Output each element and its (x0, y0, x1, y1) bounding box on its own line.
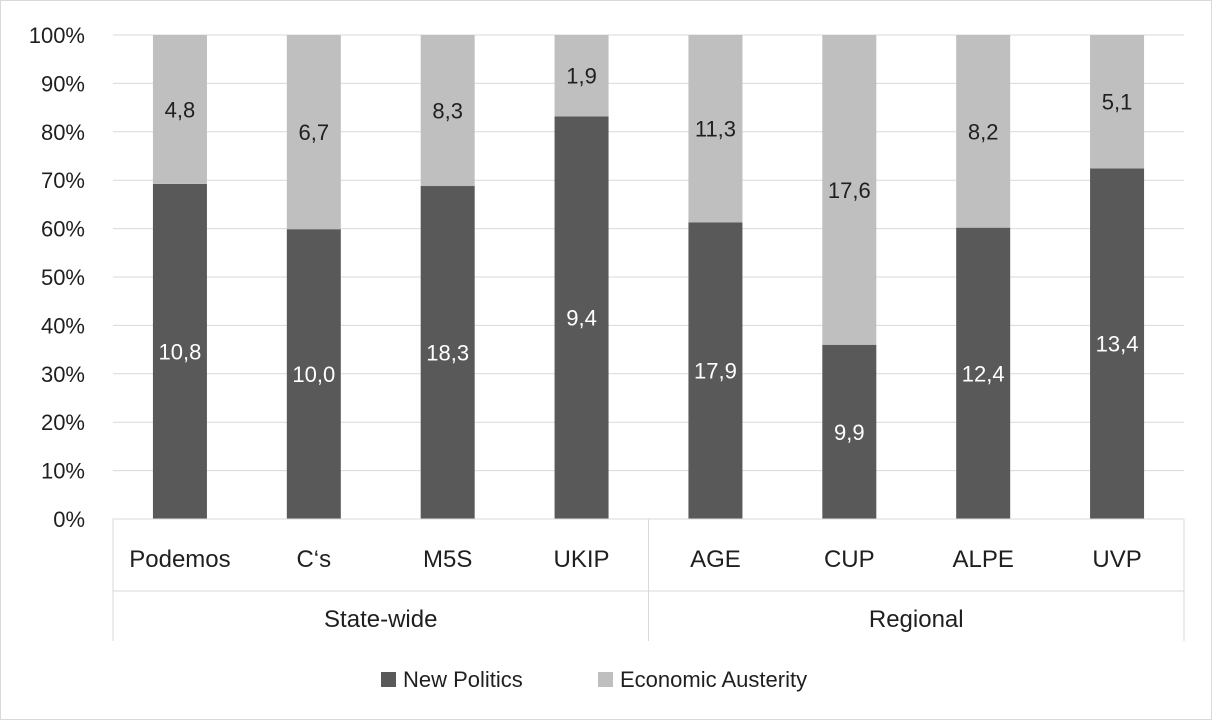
bar-economic-austerity (956, 35, 1011, 228)
data-label-economic-austerity: 8,2 (968, 119, 999, 144)
data-label-new-politics: 10,8 (159, 339, 202, 364)
bar-new-politics (688, 222, 743, 519)
y-axis-ticks: 0% 10% 20% 30% 40% 50% 60% 70% 80% 90% 100% (29, 23, 85, 532)
bar-new-politics (822, 344, 877, 519)
bar-new-politics (956, 227, 1011, 519)
data-label-new-politics: 18,3 (426, 341, 469, 366)
y-tick-label: 70% (41, 168, 85, 193)
y-tick-label: 80% (41, 120, 85, 145)
y-tick-label: 50% (41, 265, 85, 290)
category-axis: Podemos C‘s M5S UKIP AGE CUP ALPE UVP State-wide… (112, 518, 1185, 641)
y-tick-label: 10% (41, 459, 85, 484)
bar-economic-austerity (554, 35, 609, 117)
data-label-economic-austerity: 11,3 (695, 117, 736, 142)
bar-new-politics (420, 186, 475, 519)
category-label: C‘s (296, 546, 331, 573)
bar-new-politics (152, 183, 207, 519)
bar-economic-austerity (688, 35, 743, 223)
legend-swatch (381, 672, 396, 687)
category-label: M5S (423, 546, 472, 573)
group-label: State-wide (324, 606, 437, 633)
gridlines (113, 34, 1184, 520)
data-label-economic-austerity: 4,8 (165, 97, 196, 122)
bar-economic-austerity (420, 35, 475, 187)
bar-new-politics (1090, 168, 1145, 519)
bar-new-politics (286, 229, 341, 520)
y-tick-label: 60% (41, 217, 85, 242)
category-label: UVP (1092, 546, 1141, 573)
legend-item-economic-austerity: Economic Austerity (620, 667, 807, 692)
data-label-new-politics: 9,9 (834, 420, 865, 445)
bar-economic-austerity (822, 35, 877, 345)
y-tick-label: 30% (41, 362, 85, 387)
y-tick-label: 100% (29, 23, 85, 48)
data-label-economic-austerity: 17,6 (828, 178, 871, 203)
category-label: ALPE (953, 546, 1014, 573)
data-label-economic-austerity: 6,7 (299, 120, 330, 145)
data-label-new-politics: 9,4 (566, 306, 597, 331)
y-tick-label: 20% (41, 410, 85, 435)
bar-economic-austerity (1090, 35, 1145, 169)
y-tick-label: 90% (41, 71, 85, 96)
y-tick-label: 40% (41, 313, 85, 338)
data-label-new-politics: 10,0 (292, 362, 335, 387)
bar-economic-austerity (152, 35, 207, 184)
data-label-new-politics: 17,9 (694, 359, 737, 384)
category-label: CUP (824, 546, 875, 573)
data-labels: 10,8 4,8 10,0 6,7 18,3 8,3 9,4 1,9 17,9 11,3 9,9 17… (159, 64, 1139, 445)
data-label-new-politics: 13,4 (1096, 332, 1139, 357)
bar-new-politics (554, 116, 609, 520)
bars (152, 35, 1145, 520)
legend-swatch (598, 672, 613, 687)
data-label-economic-austerity: 8,3 (432, 99, 463, 124)
y-tick-label: 0% (53, 507, 85, 532)
category-label: UKIP (554, 546, 610, 573)
category-label: AGE (690, 546, 741, 573)
group-label: Regional (869, 606, 964, 633)
legend: New Politics Economic Austerity (381, 667, 807, 692)
data-label-new-politics: 12,4 (962, 361, 1005, 386)
legend-item-new-politics: New Politics (403, 667, 523, 692)
data-label-economic-austerity: 1,9 (566, 64, 597, 89)
category-label: Podemos (129, 546, 230, 573)
bar-economic-austerity (286, 35, 341, 230)
data-label-economic-austerity: 5,1 (1102, 90, 1133, 115)
